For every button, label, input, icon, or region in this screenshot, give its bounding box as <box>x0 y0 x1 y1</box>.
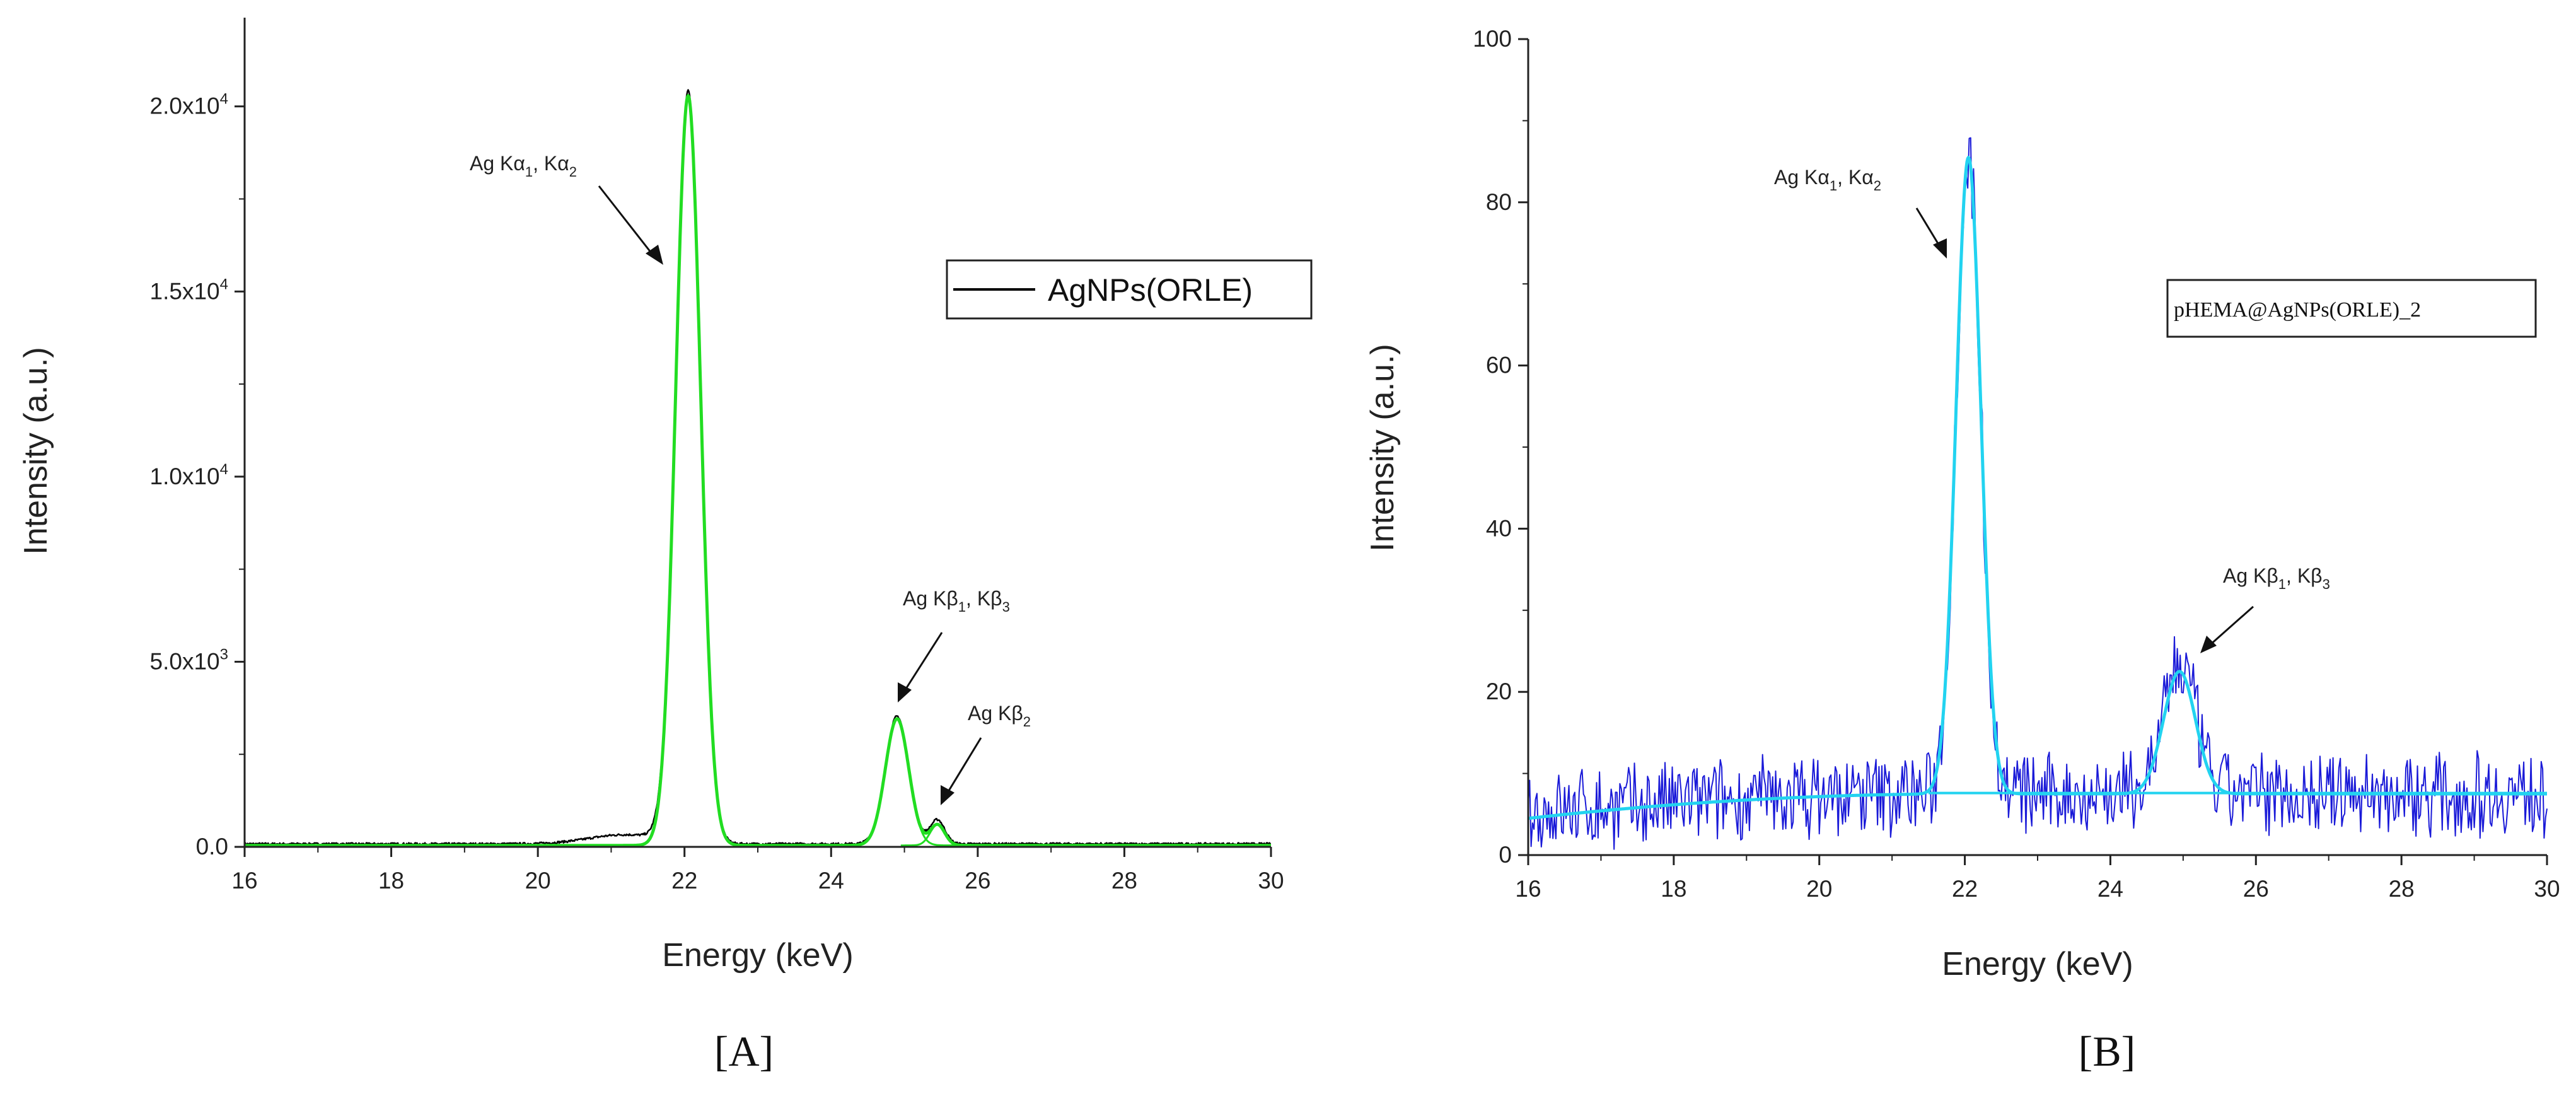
panel-a-series-layer <box>243 89 1272 848</box>
panel-b-x-ticks: 16 18 20 22 24 26 28 30 <box>1515 855 2560 902</box>
annot-mid: , Kα <box>1837 166 1874 189</box>
panel-a-arrow-kbeta2 <box>944 737 982 796</box>
fit-component-peak <box>900 824 973 847</box>
x-tick-label: 24 <box>818 868 844 894</box>
annot-sub1: 1 <box>1830 178 1837 194</box>
panel-b-arrowhead-kalpha <box>1933 238 1947 259</box>
annot-text: Ag Kα <box>470 152 525 175</box>
annot-mid: , Kβ <box>2286 564 2323 587</box>
panel-b-x-axis-title: Energy (keV) <box>1942 946 2133 982</box>
y-tick-label: 20 <box>1486 679 1512 704</box>
x-tick-label: 30 <box>1258 868 1284 894</box>
panel-a-annotation-ag-kbeta2: Ag Kβ2 <box>968 702 1031 730</box>
x-tick-label: 18 <box>378 868 404 894</box>
panel-a-annotation-ag-kalpha: Ag Kα1, Kα2 <box>470 152 577 180</box>
panel-a-arrow-kalpha <box>598 185 657 259</box>
annot-text: Ag Kβ <box>2223 564 2278 587</box>
y-tick-label: 80 <box>1486 189 1512 215</box>
series-line-data <box>1528 137 2548 850</box>
fit-component-peak <box>838 718 955 847</box>
panel-b-legend: pHEMA@AgNPs(ORLE)_2 <box>2166 279 2537 338</box>
panel-b-annotation-ag-kalpha: Ag Kα1, Kα2 <box>1774 166 1881 194</box>
y-tick-exponent: 4 <box>220 461 228 478</box>
y-tick-base: 1.5x10 <box>150 278 220 304</box>
panel-a-legend-label: AgNPs(ORLE) <box>1048 272 1253 308</box>
y-tick-label: 5.0x103 <box>150 646 228 674</box>
x-tick-label: 26 <box>2243 876 2269 902</box>
panel-a-annotation-ag-kbeta13: Ag Kβ1, Kβ3 <box>903 587 1010 615</box>
panel-a-y-axis-title: Intensity (a.u.) <box>18 347 54 554</box>
x-tick-label: 28 <box>2389 876 2415 902</box>
series-line-data <box>243 89 1272 846</box>
panel-b-annotation-ag-kbeta13: Ag Kβ1, Kβ3 <box>2223 564 2330 592</box>
annot-sub2: 2 <box>1874 178 1881 194</box>
series-line-fit <box>243 94 1272 848</box>
panel-b-chart: 16 18 20 22 24 26 28 30 0 20 40 60 80 100 Energy (ke… <box>1364 26 2560 1075</box>
y-tick-label: 0 <box>1499 842 1512 868</box>
panel-a-arrowhead-kbeta2 <box>941 785 954 805</box>
x-tick-label: 22 <box>671 868 697 894</box>
x-tick-label: 26 <box>965 868 990 894</box>
y-tick-base: 5.0x10 <box>150 648 220 674</box>
annot-sub1: 2 <box>1023 714 1031 730</box>
annot-sub1: 1 <box>2278 576 2286 592</box>
x-tick-label: 20 <box>525 868 551 894</box>
panel-b-y-ticks: 0 20 40 60 80 100 <box>1473 26 1528 868</box>
panel-a-legend: AgNPs(ORLE) <box>946 259 1313 320</box>
y-tick-exponent: 4 <box>220 91 228 108</box>
y-tick-label: 100 <box>1473 26 1512 52</box>
y-tick-base: 1.0x10 <box>150 463 220 489</box>
panel-a-chart: 16 18 20 22 24 26 28 30 0.05.0x1031.0x1041.5x10… <box>18 18 1313 1075</box>
x-tick-label: 16 <box>231 868 257 894</box>
panel-b-y-axis-title: Intensity (a.u.) <box>1364 344 1401 551</box>
y-tick-exponent: 3 <box>220 646 228 663</box>
series-line-fit <box>1527 156 2548 820</box>
annot-sub1: 1 <box>525 164 533 180</box>
x-tick-label: 20 <box>1806 876 1832 902</box>
panel-a-x-ticks: 16 18 20 22 24 26 28 30 <box>231 847 1284 894</box>
panel-b-series-layer <box>1527 137 2548 850</box>
panel-b-arrowhead-kbeta13 <box>2200 636 2217 653</box>
annot-mid: , Kβ <box>966 587 1002 610</box>
panel-a-arrowhead-kbeta13 <box>898 682 912 702</box>
y-tick-label: 0.0 <box>196 834 228 859</box>
annot-sub2: 3 <box>1002 599 1010 615</box>
y-tick-label: 1.0x104 <box>150 461 228 489</box>
panel-a-label: [A] <box>714 1027 774 1075</box>
x-tick-label: 28 <box>1111 868 1137 894</box>
x-tick-label: 16 <box>1515 876 1541 902</box>
panel-a-arrowhead-kalpha <box>646 245 663 265</box>
panel-a-arrow-kbeta13 <box>902 632 943 694</box>
panel-b-arrow-kbeta13 <box>2208 605 2254 647</box>
annot-sub2: 2 <box>569 164 577 180</box>
x-tick-label: 30 <box>2534 876 2560 902</box>
panel-b-label: [B] <box>2079 1027 2136 1075</box>
y-tick-label: 40 <box>1486 515 1512 541</box>
y-tick-label: 2.0x104 <box>150 91 228 119</box>
y-tick-label: 60 <box>1486 352 1512 378</box>
annot-text: Ag Kα <box>1774 166 1830 189</box>
x-tick-label: 22 <box>1952 876 1978 902</box>
y-tick-exponent: 4 <box>220 276 228 293</box>
y-tick-base: 0.0 <box>196 834 228 859</box>
annot-sub1: 1 <box>958 599 966 615</box>
panel-a-x-axis-title: Energy (keV) <box>662 937 853 974</box>
panel-b-legend-box <box>2166 279 2537 338</box>
x-tick-label: 18 <box>1661 876 1686 902</box>
y-tick-label: 1.5x104 <box>150 276 228 304</box>
panel-b-legend-label: pHEMA@AgNPs(ORLE)_2 <box>2174 298 2421 322</box>
y-tick-base: 2.0x10 <box>150 93 220 119</box>
x-tick-label: 24 <box>2097 876 2123 902</box>
annot-mid: , Kα <box>533 152 569 175</box>
annot-text: Ag Kβ <box>903 587 958 610</box>
annot-sub2: 3 <box>2323 576 2330 592</box>
annot-text: Ag Kβ <box>968 702 1023 725</box>
fit-component-peak <box>625 93 750 847</box>
